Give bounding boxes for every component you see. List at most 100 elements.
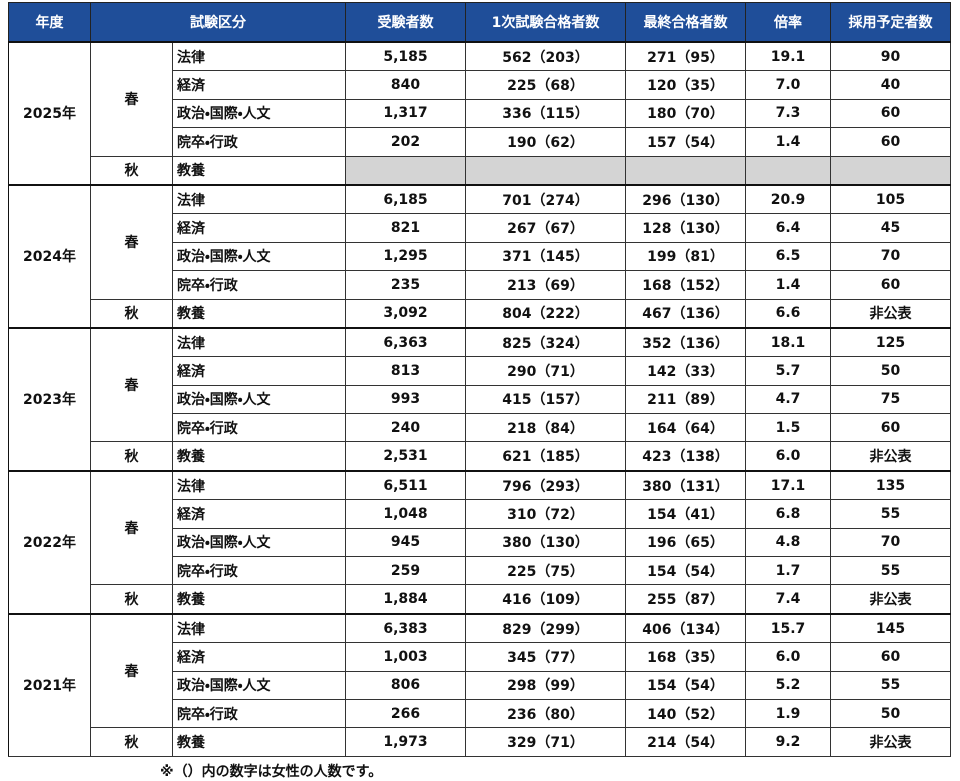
category-cell: 院卒・行政	[172, 556, 346, 586]
season-cell: 秋	[90, 727, 173, 757]
value-cell: 70	[830, 241, 951, 272]
value-cell: 416（109）	[465, 584, 626, 615]
value-cell: 6.0	[745, 642, 831, 672]
year-cell: 2023年	[8, 326, 91, 472]
blank-cell	[830, 155, 951, 186]
value-cell: 380（130）	[465, 527, 626, 558]
category-cell: 教養	[172, 727, 346, 757]
value-cell: 240	[345, 413, 466, 443]
value-cell: 7.0	[745, 70, 831, 100]
value-cell: 829（299）	[465, 612, 626, 644]
value-cell: 296（130）	[625, 183, 746, 215]
season-cell: 秋	[90, 584, 173, 615]
value-cell: 352（136）	[625, 326, 746, 358]
table-row: 2021年春法律 6,383 829（299） 406（134） 15.7 145	[8, 612, 951, 757]
category-cell: 教養	[172, 298, 346, 329]
table-row: 秋教養 1,973 329（71） 214（54） 9.2 非公表	[9, 727, 951, 757]
value-cell: 199（81）	[625, 241, 746, 272]
value-cell: 562（203）	[465, 41, 626, 72]
header-cell: 試験区分	[90, 2, 346, 43]
value-cell: 945	[345, 527, 466, 558]
value-cell: 90	[830, 41, 951, 72]
value-cell: 2,531	[345, 441, 466, 472]
value-cell: 214（54）	[625, 727, 746, 757]
value-cell: 796（293）	[465, 469, 626, 501]
table-body: 2025年春法律 5,185 562（203） 271（95） 19.1 90 経済 840 2…	[8, 40, 951, 757]
value-cell: 236（80）	[465, 698, 626, 729]
value-cell: 821	[345, 213, 466, 243]
header-cell: 倍率	[745, 2, 831, 43]
season-cell: 春	[90, 40, 173, 157]
value-cell: 168（35）	[625, 642, 746, 672]
value-cell: 40	[830, 70, 951, 100]
season-cell: 春	[90, 469, 173, 586]
value-cell: 180（70）	[625, 98, 746, 129]
table-row: 2023年春法律 6,363 825（324） 352（136） 18.1 125	[8, 326, 951, 472]
value-cell: 6,185	[345, 183, 466, 215]
value-cell: 17.1	[745, 469, 831, 501]
value-cell: 18.1	[745, 326, 831, 358]
season-cell: 秋	[90, 441, 173, 472]
value-cell: 190（62）	[465, 127, 626, 157]
value-cell: 75	[830, 384, 951, 415]
header-cell: 年度	[8, 2, 91, 43]
value-cell: 225（75）	[465, 556, 626, 586]
blank-cell	[465, 155, 626, 186]
blank-cell	[745, 155, 831, 186]
value-cell: 55	[830, 556, 951, 586]
value-cell: 7.3	[745, 98, 831, 129]
value-cell: 140（52）	[625, 698, 746, 729]
value-cell: 60	[830, 642, 951, 672]
value-cell: 19.1	[745, 41, 831, 72]
value-cell: 1,295	[345, 241, 466, 272]
category-cell: 政治・国際・人文	[172, 384, 346, 415]
value-cell: 1,003	[345, 642, 466, 672]
value-cell: 6.5	[745, 241, 831, 272]
table-row: 経済 1,003 345（77） 168（35） 6.0 60	[9, 642, 951, 672]
season-cell: 秋	[90, 155, 173, 186]
value-cell: 235	[345, 270, 466, 300]
header-cell: 採用予定者数	[830, 2, 951, 43]
value-cell: 70	[830, 527, 951, 558]
category-cell: 法律	[172, 612, 346, 644]
value-cell: 621（185）	[465, 441, 626, 472]
value-cell: 1.4	[745, 127, 831, 157]
header-cell: 受験者数	[345, 2, 466, 43]
value-cell: 非公表	[830, 298, 951, 329]
value-cell: 20.9	[745, 183, 831, 215]
value-cell: 4.8	[745, 527, 831, 558]
value-cell: 1,317	[345, 98, 466, 129]
value-cell: 50	[830, 356, 951, 386]
value-cell: 154（41）	[625, 499, 746, 529]
value-cell: 825（324）	[465, 326, 626, 358]
category-cell: 院卒・行政	[172, 127, 346, 157]
blank-cell	[345, 155, 466, 186]
year-cell: 2024年	[8, 183, 91, 329]
value-cell: 806	[345, 670, 466, 700]
value-cell: 1.7	[745, 556, 831, 586]
value-cell: 467（136）	[625, 298, 746, 329]
value-cell: 3,092	[345, 298, 466, 329]
category-cell: 法律	[172, 183, 346, 215]
value-cell: 55	[830, 670, 951, 700]
value-cell: 336（115）	[465, 98, 626, 129]
value-cell: 55	[830, 499, 951, 529]
footnote: ※（）内の数字は女性の人数です。	[160, 764, 383, 780]
value-cell: 371（145）	[465, 241, 626, 272]
value-cell: 225（68）	[465, 70, 626, 100]
value-cell: 154（54）	[625, 670, 746, 700]
value-cell: 5.2	[745, 670, 831, 700]
value-cell: 345（77）	[465, 642, 626, 672]
value-cell: 6.4	[745, 213, 831, 243]
category-cell: 法律	[172, 469, 346, 501]
table-row: 院卒・行政 235 213（69） 168（152） 1.4 60	[9, 270, 951, 300]
value-cell: 1.9	[745, 698, 831, 729]
table-row: 政治・国際・人文 806 298（99） 154（54） 5.2 55	[9, 670, 951, 700]
value-cell: 125	[830, 326, 951, 358]
value-cell: 267（67）	[465, 213, 626, 243]
value-cell: 6.8	[745, 499, 831, 529]
year-cell: 2021年	[8, 612, 91, 757]
value-cell: 259	[345, 556, 466, 586]
value-cell: 406（134）	[625, 612, 746, 644]
